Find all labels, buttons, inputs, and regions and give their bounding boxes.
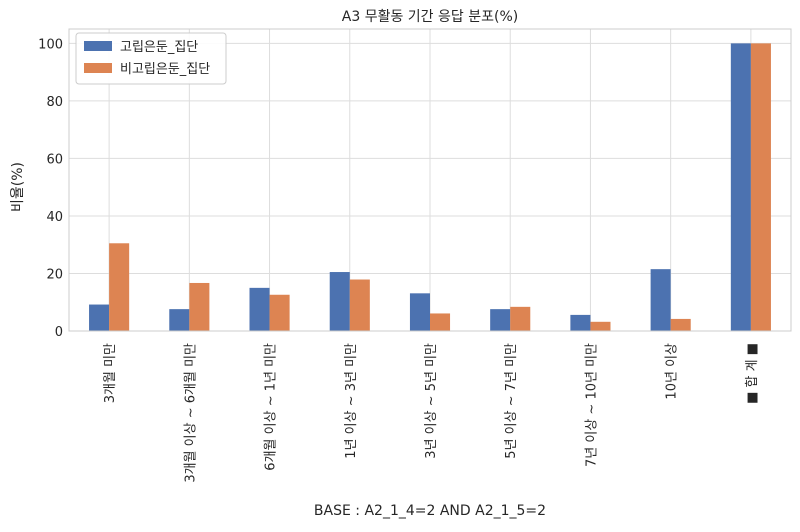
legend-box	[75, 32, 227, 85]
bar-series-1	[490, 309, 511, 331]
bar-series-2	[349, 279, 370, 331]
bar-series-2	[590, 321, 611, 331]
x-tick-label: 5년 이상 ~ 7년 미만	[504, 343, 519, 459]
y-tick-label: 60	[46, 152, 63, 167]
x-tick-label: 3개월 이상 ~ 6개월 미만	[183, 343, 198, 483]
bar-series-1	[650, 269, 671, 331]
y-tick-label: 100	[38, 37, 63, 52]
bar-series-1	[409, 293, 430, 331]
x-axis-label: BASE : A2_1_4=2 AND A2_1_5=2	[314, 503, 546, 519]
y-tick-layer: 0 20 40 60 80 100	[38, 37, 63, 340]
x-tick-label: 10년 이상	[665, 343, 680, 400]
x-tick-label: 6개월 이상 ~ 1년 미만	[264, 343, 279, 471]
x-tick-label: 7년 이상 ~ 10년 미만	[584, 343, 599, 467]
legend-swatch-1	[84, 41, 112, 51]
bar-series-2	[750, 43, 771, 331]
y-axis-label: 비율(%)	[10, 162, 26, 212]
y-tick-label: 20	[46, 267, 63, 282]
bar-series-2	[430, 313, 451, 331]
x-tick-layer: 3개월 미만 3개월 이상 ~ 6개월 미만 6개월 이상 ~ 1년 미만 1년 이상…	[103, 343, 760, 483]
x-tick-label: 3년 이상 ~ 5년 미만	[424, 343, 439, 459]
bar-series-1	[89, 304, 110, 331]
legend: 고립은둔_집단 비고립은둔_집단	[75, 32, 227, 85]
legend-label-2: 비고립은둔_집단	[120, 62, 210, 77]
x-tick-label: ■ 합 계 ■	[745, 343, 760, 404]
legend-label-1: 고립은둔_집단	[120, 40, 198, 55]
bar-series-2	[670, 318, 691, 331]
bar-series-1	[249, 287, 270, 331]
chart-title: A3 무활동 기간 응답 분포(%)	[342, 9, 518, 25]
bar-layer	[89, 43, 771, 331]
bar-series-2	[109, 243, 130, 331]
bar-series-1	[169, 309, 190, 331]
plot-frame	[68, 28, 792, 332]
x-tick-label: 1년 이상 ~ 3년 미만	[344, 343, 359, 459]
bar-series-1	[730, 43, 751, 331]
bar-series-2	[189, 282, 210, 331]
y-tick-label: 40	[46, 210, 63, 225]
bar-series-2	[510, 306, 531, 331]
legend-swatch-2	[84, 63, 112, 73]
y-tick-label: 0	[55, 325, 63, 340]
x-tick-label: 3개월 미만	[103, 343, 118, 403]
y-tick-label: 80	[46, 95, 63, 110]
bar-series-1	[329, 272, 350, 331]
bar-series-2	[269, 294, 290, 331]
bar-series-1	[570, 314, 591, 331]
